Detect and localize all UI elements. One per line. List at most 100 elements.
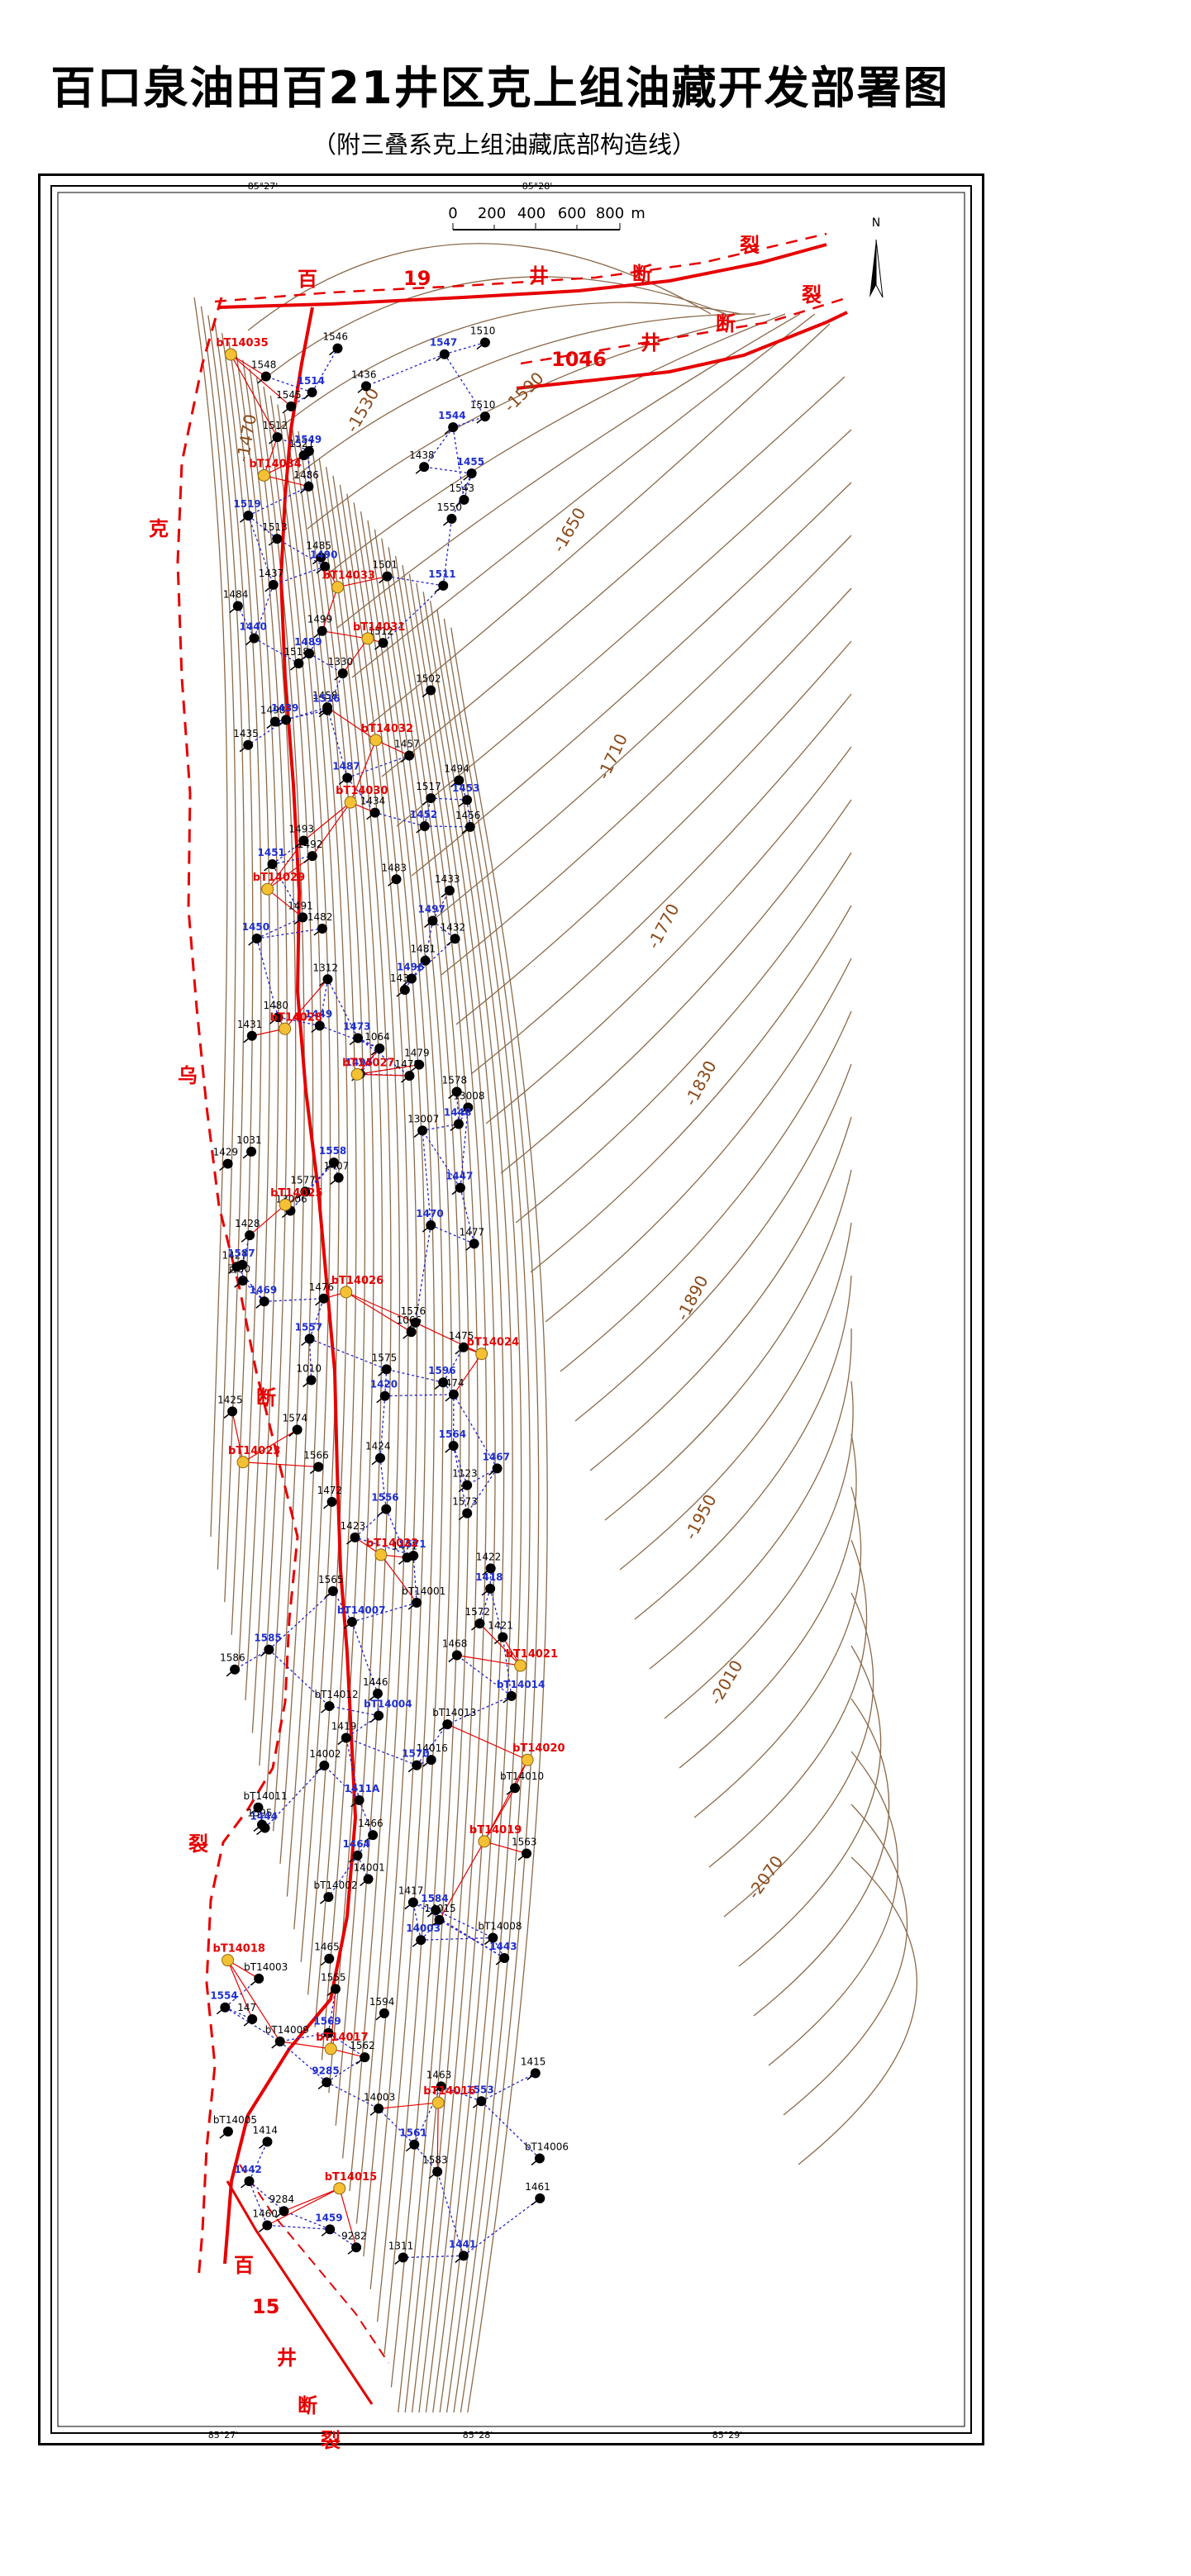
well-black[interactable]: 14002 [309,1748,341,1773]
well-black[interactable]: 1518 [283,646,309,671]
well-black[interactable]: 13007 [407,1113,439,1138]
well-blue[interactable]: 1519 [233,498,261,523]
well-blue[interactable]: 14003 [406,1922,441,1947]
well-black[interactable]: 1435 [233,728,259,753]
well-blue[interactable]: 1596 [428,1365,456,1390]
well-planned[interactable]: bT14029 [253,872,305,896]
well-blue[interactable]: 1442 [235,2164,262,2189]
well-planned[interactable]: bT14021 [506,1648,558,1672]
well-blue[interactable]: 1511 [428,568,456,593]
well-planned[interactable]: bT14017 [316,2032,369,2056]
well-black[interactable]: 1311 [388,2241,414,2265]
well-blue[interactable]: 1450 [242,921,269,946]
well-blue[interactable]: 1554 [210,1990,238,2015]
well-black[interactable]: 1446 [363,1676,388,1701]
well-blue[interactable]: 1439 [271,702,299,727]
well-black[interactable]: 1492 [298,839,323,863]
well-blue[interactable]: 1544 [438,410,466,435]
well-black[interactable]: 1421 [488,1620,513,1645]
well-blue[interactable]: 1447 [445,1171,473,1195]
well-black[interactable]: 1417 [398,1885,424,1910]
well-black[interactable]: 1546 [322,331,348,356]
well-black[interactable]: 1565 [318,1574,344,1599]
well-black[interactable]: bT14009 [265,2024,309,2049]
well-black[interactable]: 14001 [354,1861,385,1887]
well-blue[interactable]: 1440 [240,621,267,646]
well-black[interactable]: 1437 [259,568,284,592]
well-black[interactable]: 1477 [460,1226,485,1251]
well-black[interactable]: 1483 [382,862,407,886]
well-planned[interactable]: bT14028 [270,1011,322,1035]
well-black[interactable]: 1010 [297,1363,322,1388]
well-black[interactable]: 1431 [237,1019,263,1043]
well-black[interactable]: 1422 [476,1551,502,1576]
well-black[interactable]: 1434 [360,796,386,820]
well-planned[interactable]: bT14023 [228,1445,280,1469]
well-black[interactable]: 1491 [288,900,313,925]
well-blue[interactable]: 1561 [399,2127,427,2152]
well-blue[interactable]: 1570 [402,1748,430,1773]
well-planned[interactable]: bT14016 [423,2085,476,2109]
well-black[interactable]: 1432 [441,921,466,946]
well-blue[interactable]: 1411A [345,1783,380,1808]
well-blue[interactable]: 1514 [298,375,325,400]
well-black[interactable]: 1438 [409,449,435,474]
well-black[interactable]: 13008 [453,1091,485,1115]
well-black[interactable]: 1485 [306,540,331,565]
well-black[interactable]: 1517 [416,781,441,806]
well-blue[interactable]: bT14007 [337,1604,386,1629]
well-black[interactable]: bT14013 [432,1707,476,1732]
well-blue[interactable]: 1469 [250,1284,277,1309]
well-planned[interactable]: bT14030 [336,785,388,809]
well-blue[interactable]: 1451 [258,847,285,872]
well-blue[interactable]: 9285 [312,2065,340,2089]
well-black[interactable]: 1475 [449,1330,474,1355]
well-blue[interactable]: 1553 [466,2084,494,2108]
well-black[interactable]: 1312 [312,962,338,986]
well-black[interactable]: 1493 [288,824,314,848]
well-blue[interactable]: 1441 [449,2238,476,2263]
well-black[interactable]: 1123 [452,1468,478,1493]
well-black[interactable]: 1494 [444,763,469,788]
well-black[interactable]: 1502 [416,673,441,698]
well-black[interactable]: 1480 [264,1000,289,1024]
well-black[interactable]: 1575 [372,1352,398,1377]
well-black[interactable]: 1481 [411,943,436,968]
well-planned[interactable]: bT14034 [249,458,302,482]
well-blue[interactable]: 1587 [227,1248,255,1272]
well-black[interactable]: 1563 [512,1836,537,1861]
well-black[interactable]: 1586 [220,1652,245,1677]
well-black[interactable]: bT14003 [244,1961,288,1986]
well-blue[interactable]: 1443 [489,1941,517,1965]
well-black[interactable]: bT14012 [314,1689,359,1713]
well-black[interactable]: 9282 [341,2230,367,2255]
well-black[interactable]: 1512 [263,420,288,444]
well-black[interactable]: 1479 [404,1048,430,1072]
well-black[interactable]: 1428 [235,1218,260,1243]
well-black[interactable]: 1499 [307,614,333,639]
well-black[interactable]: 1576 [401,1305,426,1330]
well-blue[interactable]: 1496 [397,962,424,986]
well-blue[interactable]: 1497 [417,903,445,929]
well-black[interactable]: 1545 [276,389,302,414]
well-black[interactable]: 1476 [309,1281,335,1306]
well-blue[interactable]: 1449 [305,1008,332,1034]
well-black[interactable]: 9284 [269,2193,295,2218]
well-planned[interactable]: bT14024 [467,1337,519,1361]
well-blue[interactable]: 1490 [310,549,338,574]
well-black[interactable]: bT14002 [313,1880,358,1904]
well-planned[interactable]: bT14035 [216,337,269,361]
well-black[interactable]: 1574 [283,1412,308,1438]
well-blue[interactable]: 1556 [371,1492,399,1517]
well-blue[interactable]: 1448 [444,1107,471,1132]
well-black[interactable]: 1484 [223,589,249,614]
well-black[interactable]: 1594 [369,1996,395,2021]
well-black[interactable]: 1415 [521,2056,546,2080]
well-black[interactable]: 1031 [236,1134,262,1159]
well-planned[interactable]: bT14018 [213,1943,265,1967]
well-black[interactable]: bT14010 [500,1770,544,1795]
well-planned[interactable]: bT14020 [512,1742,565,1766]
well-planned[interactable]: bT14026 [331,1275,384,1299]
well-black[interactable]: bT14008 [478,1920,522,1946]
well-black[interactable]: 1512 [369,625,394,650]
